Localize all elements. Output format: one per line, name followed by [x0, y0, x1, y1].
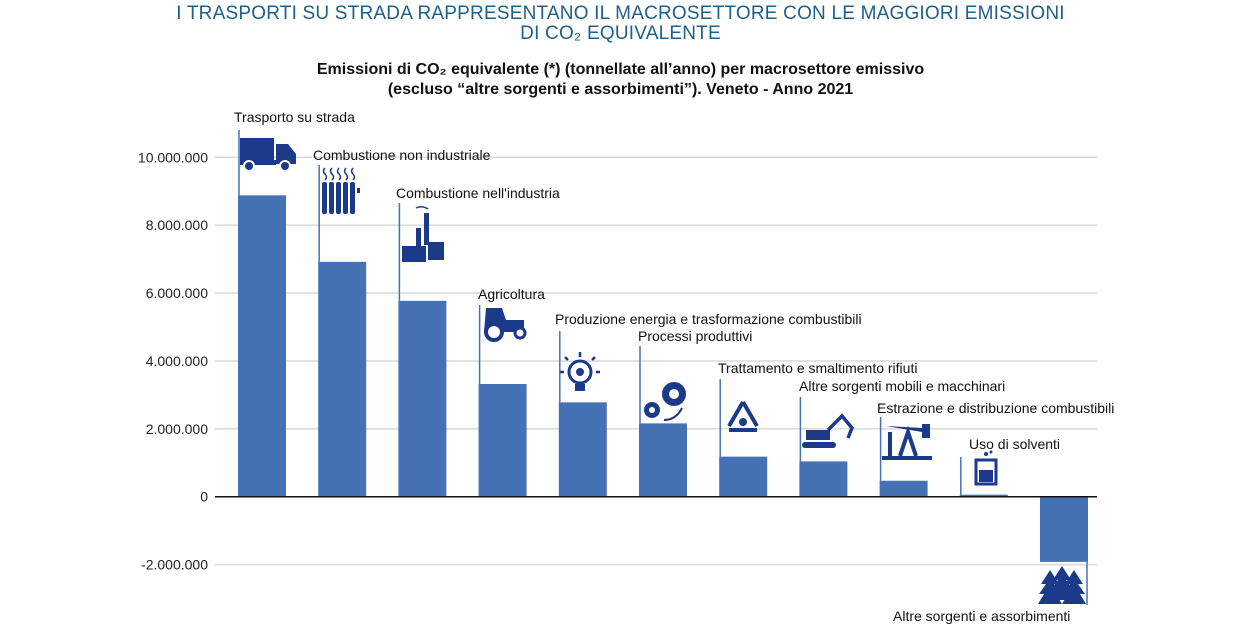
icon-part: [350, 167, 356, 181]
icon-part: [826, 413, 855, 439]
icon-part: [240, 138, 274, 160]
icon-part: [357, 188, 360, 193]
icon-part: [428, 242, 444, 260]
icon-part: [974, 458, 998, 486]
icon-part: [415, 205, 429, 210]
bar: [558, 402, 607, 497]
category-label: Combustione non industriale: [313, 147, 491, 163]
icon-part: [575, 384, 585, 391]
icon-part: [343, 182, 348, 214]
icon-part: [560, 352, 600, 374]
icon-part: [802, 442, 836, 448]
oil-pump-icon: [882, 424, 932, 460]
title-line-1: I TRASPORTI SU STRADA RAPPRESENTANO IL M…: [176, 3, 1065, 24]
category-label: Agricoltura: [478, 286, 545, 302]
radiator-icon: [322, 167, 360, 214]
icon-part: [279, 160, 291, 172]
icon-part: [984, 452, 988, 456]
icon-part: [243, 160, 255, 172]
bar: [318, 261, 367, 497]
excavator-icon: [802, 413, 855, 448]
y-tick-label: 0: [200, 489, 208, 505]
y-tick-label: 2.000.000: [146, 421, 208, 437]
icon-part: [322, 167, 328, 181]
lightbulb-gear-icon: [560, 352, 600, 391]
icon-part: [322, 182, 327, 214]
icon-part: [329, 182, 334, 214]
subtitle-line-2: (escluso “altre sorgenti e assorbimenti”…: [387, 81, 854, 98]
icon-part: [739, 418, 747, 426]
icon-part: [979, 470, 993, 482]
category-label: Altre sorgenti mobili e macchinari: [799, 378, 1005, 394]
gears-icon: [644, 382, 686, 421]
icon-part: [424, 213, 429, 245]
category-label: Trattamento e smaltimento rifiuti: [718, 360, 917, 376]
icon-part: [882, 456, 932, 460]
icon-part: [576, 368, 584, 376]
recycle-icon: [727, 400, 759, 432]
y-tick-label: 8.000.000: [146, 217, 208, 233]
icon-part: [806, 430, 830, 440]
category-label: Estrazione e distribuzione combustibili: [877, 400, 1114, 416]
y-tick-label: 6.000.000: [146, 285, 208, 301]
bar: [639, 423, 687, 497]
bar: [799, 461, 848, 497]
icon-part: [669, 389, 679, 399]
y-tick-label: 10.000.000: [138, 149, 208, 165]
icon-part: [989, 450, 993, 454]
icon-part: [240, 160, 276, 165]
icon-part: [329, 167, 335, 181]
icon-part: [336, 167, 342, 181]
icon-part: [886, 426, 922, 432]
tractor-icon: [484, 308, 527, 342]
icon-part: [649, 407, 655, 413]
icon-part: [922, 424, 930, 438]
icon-part: [276, 144, 296, 164]
category-label: Trasporto su strada: [234, 109, 355, 125]
category-label: Processi produttivi: [638, 328, 752, 344]
icon-part: [567, 359, 593, 385]
bar: [879, 480, 928, 497]
icon-part: [888, 432, 892, 458]
bar: [959, 494, 1008, 497]
icon-part: [898, 425, 918, 457]
icon-part: [727, 400, 759, 432]
y-tick-label: 4.000.000: [146, 353, 208, 369]
icon-part: [663, 407, 683, 421]
bar: [238, 195, 286, 497]
icon-part: [513, 326, 527, 340]
factory-icon: [402, 205, 444, 262]
icon-part: [484, 322, 504, 342]
icon-part: [402, 246, 426, 262]
bar: [719, 456, 768, 497]
icon-part: [1062, 570, 1086, 604]
subtitle-line-1: Emissioni di CO₂ equivalente (*) (tonnel…: [316, 61, 925, 78]
category-label: Combustione nell'industria: [396, 185, 560, 201]
bar: [1040, 496, 1088, 562]
beaker-icon: [974, 450, 998, 486]
bar: [478, 384, 527, 497]
icon-part: [416, 228, 421, 248]
truck-icon: [240, 138, 296, 172]
category-label: Produzione energia e trasformazione comb…: [555, 311, 862, 327]
icon-part: [350, 182, 355, 214]
category-label: Uso di solventi: [969, 436, 1060, 452]
icon-part: [336, 182, 341, 214]
icon-part: [343, 167, 349, 181]
title-line-2: DI CO₂ EQUIVALENTE: [520, 23, 721, 44]
y-tick-label: -2.000.000: [141, 557, 208, 573]
chart-title: I TRASPORTI SU STRADA RAPPRESENTANO IL M…: [0, 4, 1241, 44]
bar: [398, 300, 447, 497]
chart-subtitle: Emissioni di CO₂ equivalente (*) (tonnel…: [0, 60, 1241, 100]
category-label: Altre sorgenti e assorbimenti: [893, 608, 1070, 624]
trees-icon: [1038, 566, 1086, 604]
